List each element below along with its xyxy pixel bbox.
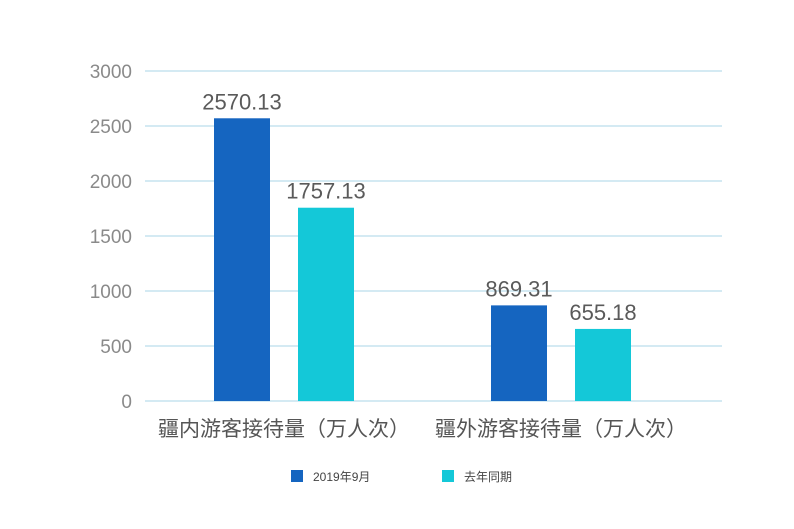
- y-tick-label: 0: [121, 392, 132, 413]
- bar-series-0-category-0: [214, 118, 270, 401]
- data-label: 869.31: [485, 276, 552, 301]
- y-tick-label: 2500: [90, 117, 132, 138]
- bars: [214, 118, 631, 401]
- legend-label: 去年同期: [464, 470, 512, 484]
- bar-series-1-category-0: [298, 207, 354, 401]
- x-category-label: 疆外游客接待量（万人次）: [435, 418, 687, 441]
- bar-series-1-category-1: [575, 328, 631, 401]
- y-tick-label: 500: [100, 337, 132, 358]
- y-tick-label: 1500: [90, 227, 132, 248]
- y-tick-label: 2000: [90, 172, 132, 193]
- y-axis-tick-labels: 0 500 1000 1500 2000 2500 3000: [90, 62, 132, 413]
- data-labels: 2570.13 869.31 1757.13 655.18: [202, 89, 636, 325]
- bar-series-0-category-1: [491, 305, 547, 401]
- legend-swatch: [442, 470, 454, 482]
- data-label: 655.18: [569, 300, 636, 325]
- y-tick-label: 3000: [90, 62, 132, 83]
- legend-label: 2019年9月: [313, 470, 370, 484]
- legend: 2019年9月 去年同期: [291, 470, 512, 484]
- y-tick-label: 1000: [90, 282, 132, 303]
- data-label: 1757.13: [286, 179, 366, 204]
- x-axis-category-labels: 疆内游客接待量（万人次） 疆外游客接待量（万人次）: [158, 418, 687, 441]
- data-label: 2570.13: [202, 89, 282, 114]
- legend-swatch: [291, 470, 303, 482]
- x-category-label: 疆内游客接待量（万人次）: [158, 418, 410, 441]
